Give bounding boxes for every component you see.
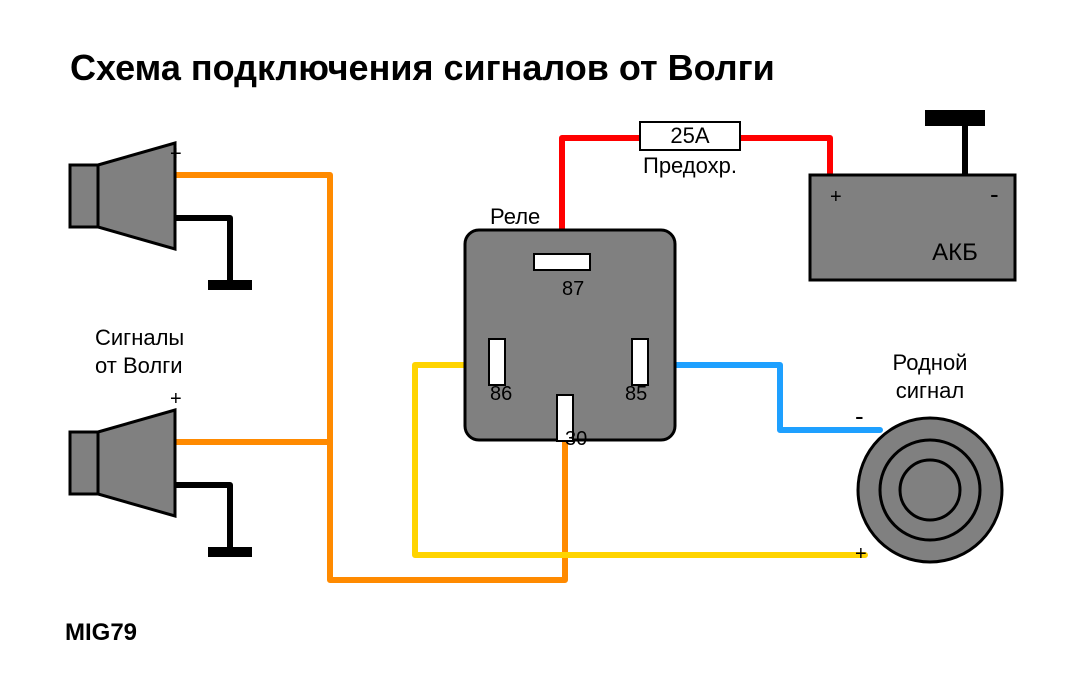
label-relay: Реле bbox=[490, 204, 540, 229]
ground-symbol-2 bbox=[208, 547, 252, 557]
polarity-horn_bot_plus: + bbox=[170, 388, 182, 410]
label-battery: АКБ bbox=[932, 239, 978, 266]
relay-pin-87 bbox=[534, 254, 590, 270]
volga-horn-bottom-cone bbox=[98, 410, 175, 516]
wiring-diagram: Схема подключения сигналов от Волги 25А Пр… bbox=[0, 0, 1078, 699]
label-fuse: 25А bbox=[670, 123, 709, 148]
polarity-native_minus: - bbox=[855, 401, 864, 431]
volga-horn-top-cone bbox=[98, 143, 175, 249]
relay-pin-85 bbox=[632, 339, 648, 385]
polarity-horn_top_plus: + bbox=[170, 143, 182, 165]
label-signals2: от Волги bbox=[95, 353, 183, 378]
label-native1: Родной bbox=[893, 350, 968, 375]
relay-pin-86 bbox=[489, 339, 505, 385]
volga-horn-bottom-body bbox=[70, 432, 98, 494]
relay-pin-label-p30: 30 bbox=[565, 428, 587, 450]
label-native2: сигнал bbox=[896, 378, 965, 403]
diagram-title: Схема подключения сигналов от Волги bbox=[70, 47, 775, 88]
label-fuse2: Предохр. bbox=[643, 153, 737, 178]
polarity-bat_minus: - bbox=[990, 179, 999, 209]
wire-ground-bottom bbox=[175, 485, 230, 547]
battery-cap bbox=[925, 110, 985, 126]
wire-blue bbox=[650, 365, 880, 430]
relay-pin-label-p86: 86 bbox=[490, 383, 512, 405]
volga-horn-top-body bbox=[70, 165, 98, 227]
relay-pin-label-p85: 85 bbox=[625, 383, 647, 405]
polarity-native_plus: + bbox=[855, 543, 867, 565]
ground-symbol-1 bbox=[208, 280, 252, 290]
relay-pin-label-p87: 87 bbox=[562, 278, 584, 300]
label-signals1: Сигналы bbox=[95, 325, 184, 350]
label-watermark: MIG79 bbox=[65, 619, 137, 646]
polarity-bat_plus: + bbox=[830, 186, 842, 208]
wire-ground-top bbox=[175, 218, 230, 280]
